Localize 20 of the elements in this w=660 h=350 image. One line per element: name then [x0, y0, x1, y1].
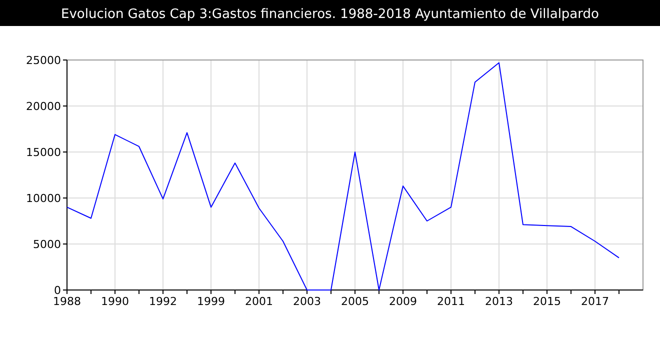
y-tick-label: 0: [54, 284, 61, 297]
y-tick-label: 15000: [26, 146, 61, 159]
x-tick-label: 1990: [101, 295, 129, 308]
x-tick-label: 2013: [485, 295, 513, 308]
x-tick-label: 2015: [533, 295, 561, 308]
x-tick-label: 1992: [149, 295, 177, 308]
x-tick-label: 2005: [341, 295, 369, 308]
line-series: [66, 62, 620, 290]
x-tick-label: 1988: [53, 295, 81, 308]
x-tick-label: 2009: [389, 295, 417, 308]
y-tick-label: 25000: [26, 54, 61, 67]
x-tick-label: 2003: [293, 295, 321, 308]
y-tick-label: 20000: [26, 100, 61, 113]
x-tick-label: 2001: [245, 295, 273, 308]
y-tick-label: 5000: [33, 238, 61, 251]
chart-title: Evolucion Gatos Cap 3:Gastos financieros. 1988-2018 Ayuntamiento de Villalpardo: [61, 7, 600, 22]
x-tick-label: 2011: [437, 295, 465, 308]
x-tick-label: 1999: [197, 295, 225, 308]
y-tick-label: 10000: [26, 192, 61, 205]
x-tick-label: 2017: [581, 295, 609, 308]
